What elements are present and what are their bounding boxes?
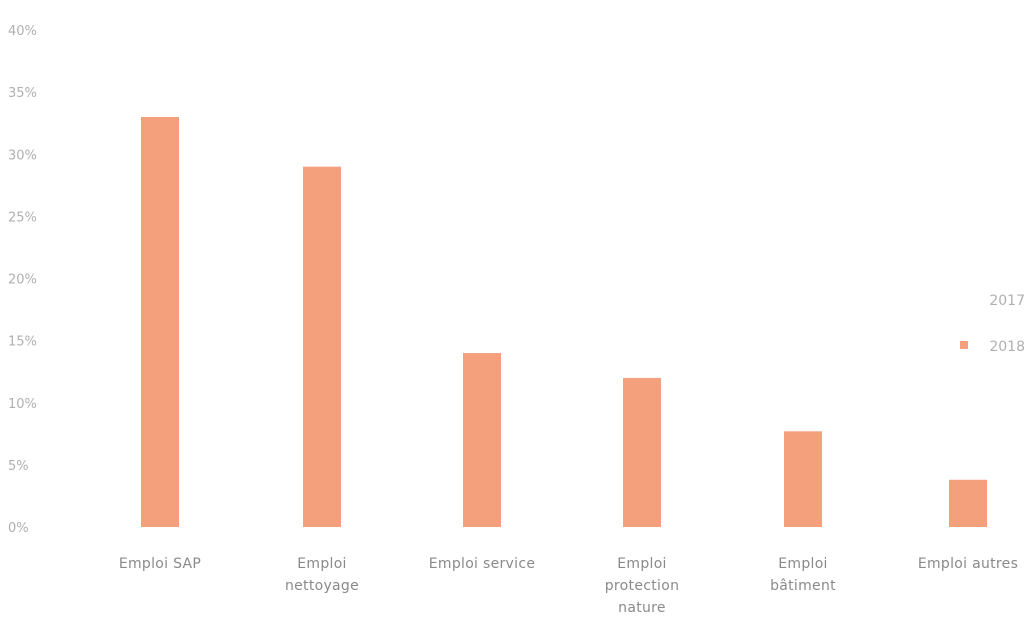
x-tick-label: Emploi service bbox=[429, 556, 536, 572]
bars bbox=[141, 116, 987, 528]
bar-2018 bbox=[784, 431, 822, 527]
legend-swatch-2018 bbox=[960, 341, 968, 349]
y-tick-label: 35% bbox=[8, 86, 37, 101]
y-tick-label: 0% bbox=[8, 521, 29, 536]
bar-2018 bbox=[463, 353, 501, 527]
y-tick-label: 20% bbox=[8, 273, 37, 288]
y-axis: 0% 5% 10% 15% 20% 25% 30% 35% 40% bbox=[8, 24, 37, 536]
legend: 2017 2018 bbox=[960, 293, 1025, 355]
x-tick-label: Emploi autres bbox=[918, 556, 1018, 572]
y-tick-label: 40% bbox=[8, 24, 37, 39]
x-tick-label: Emploi bbox=[778, 556, 828, 572]
x-axis: Emploi SAP Emploi nettoyage Emploi service E… bbox=[119, 556, 1018, 616]
x-tick-label: bâtiment bbox=[770, 578, 836, 594]
x-tick-label: nature bbox=[618, 600, 666, 616]
x-tick-label: protection bbox=[605, 578, 680, 594]
y-tick-label: 10% bbox=[8, 397, 37, 412]
x-tick-label: Emploi bbox=[297, 556, 347, 572]
bar-2018 bbox=[623, 377, 661, 527]
x-tick-label: nettoyage bbox=[285, 578, 359, 594]
legend-label-2018: 2018 bbox=[989, 339, 1025, 355]
x-tick-label: Emploi bbox=[617, 556, 667, 572]
y-tick-label: 30% bbox=[8, 148, 37, 163]
legend-label-2017: 2017 bbox=[989, 293, 1025, 309]
bar-2018 bbox=[949, 479, 987, 527]
y-tick-label: 15% bbox=[8, 335, 37, 350]
x-tick-label: Emploi SAP bbox=[119, 556, 201, 572]
bar-2018 bbox=[303, 166, 341, 528]
bar-2018 bbox=[141, 116, 179, 527]
y-tick-label: 5% bbox=[8, 459, 29, 474]
y-tick-label: 25% bbox=[8, 210, 37, 225]
